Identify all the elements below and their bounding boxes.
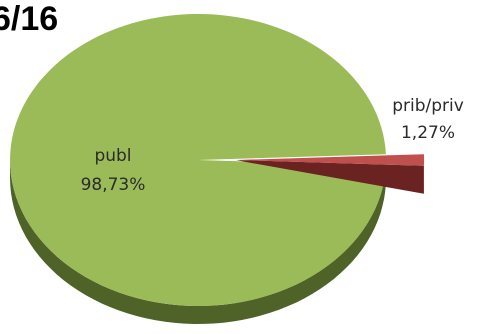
slice-label-publ: publ <box>94 146 131 166</box>
slice-side-prib-priv <box>236 160 424 194</box>
pie-layer <box>10 13 425 324</box>
slice-publ <box>10 13 386 306</box>
label-prib-priv: prib/priv 1,27% <box>392 96 464 143</box>
slice-value-prib-priv: 1,27% <box>401 123 455 143</box>
label-publ: publ 98,73% <box>81 146 146 195</box>
slice-value-publ: 98,73% <box>81 175 146 195</box>
slice-label-prib-priv: prib/priv <box>392 96 464 116</box>
chart-title: 6/16 <box>0 0 58 38</box>
slice-prib-priv <box>236 154 425 166</box>
